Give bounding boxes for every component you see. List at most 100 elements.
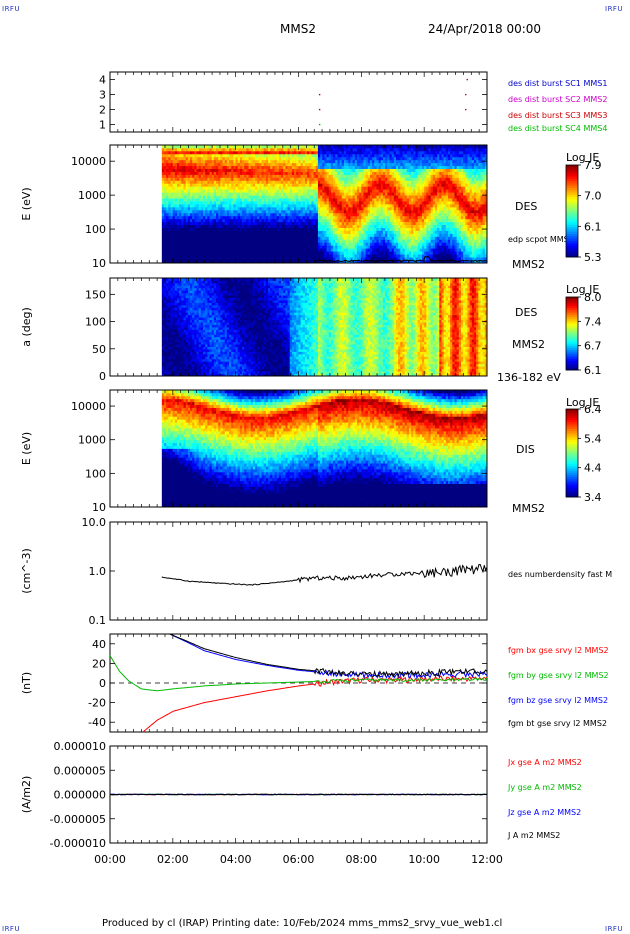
- spectrogram-cell: [205, 156, 208, 161]
- spectrogram-cell: [209, 224, 213, 228]
- spectrogram-cell: [187, 171, 191, 175]
- spectrogram-cell: [187, 257, 191, 261]
- spectrogram-cell: [174, 192, 178, 196]
- spectrogram-cell: [170, 260, 174, 264]
- spectrogram-cell: [166, 183, 169, 187]
- spectrogram-cell: [207, 227, 210, 231]
- spectrogram-cell: [196, 186, 200, 190]
- spectrogram-cell: [172, 260, 176, 264]
- panel5-series-label: des numberdensity fast M: [508, 570, 613, 579]
- spectrogram-cell: [174, 168, 178, 172]
- spectrogram-cell: [174, 150, 178, 155]
- spectrogram-cell: [174, 257, 178, 261]
- spectrogram-cell: [183, 192, 187, 196]
- spectrogram-cell: [196, 198, 200, 202]
- spectrogram-cell: [198, 201, 202, 205]
- spectrogram-cell: [174, 215, 178, 220]
- spectrogram-cell: [207, 260, 210, 264]
- spectrogram-cell: [200, 254, 204, 258]
- spectrogram-cell: [209, 209, 213, 214]
- spectrogram-cell: [177, 242, 180, 246]
- spectrogram-cell: [177, 239, 180, 243]
- spectrogram-cell: [177, 230, 180, 234]
- spectrogram-cell: [209, 153, 213, 158]
- spectrogram-cell: [181, 162, 184, 167]
- spectrogram-cell: [194, 248, 197, 252]
- spectrogram-cell: [203, 227, 206, 231]
- spectrogram-cell: [174, 218, 178, 223]
- spectrogram-cell: [185, 198, 189, 202]
- spectrogram-cell: [185, 230, 189, 234]
- spectrogram-cell: [174, 177, 178, 181]
- spectrogram-cell: [196, 153, 200, 158]
- spectrogram-cell: [200, 145, 204, 149]
- spectrogram-cell: [203, 242, 206, 246]
- spectrogram-cell: [211, 156, 215, 161]
- spectrogram-cell: [203, 150, 206, 155]
- spectrogram-cell: [205, 245, 208, 249]
- spectrogram-cell: [200, 204, 204, 208]
- spectrogram-cell: [170, 174, 174, 178]
- spectrogram-cell: [181, 171, 184, 175]
- spectrogram-cell: [209, 189, 213, 193]
- spectrogram-cell: [198, 230, 202, 234]
- spectrogram-cell: [196, 212, 200, 217]
- spectrogram-cell: [198, 186, 202, 190]
- spectrogram-cell: [200, 248, 204, 252]
- spectrogram-cell: [183, 156, 187, 161]
- spectrogram-cell: [179, 177, 182, 181]
- legend-panel1-sc2: des dist burst SC2 MMS2: [508, 95, 608, 104]
- spectrogram-cell: [172, 192, 176, 196]
- spectrogram-cell: [194, 257, 197, 261]
- spectrogram-cell: [183, 162, 187, 167]
- spectrogram-cell: [177, 192, 180, 196]
- spectrogram-cell: [166, 180, 169, 184]
- spectrogram-cell: [192, 245, 195, 249]
- spectrogram-cell: [194, 204, 197, 208]
- spectrogram-cell: [183, 224, 187, 228]
- spectrogram-cell: [200, 174, 204, 178]
- spectrogram-cell: [166, 254, 169, 258]
- spectrogram-cell: [174, 147, 178, 152]
- spectrogram-cell: [209, 248, 213, 252]
- spectrogram-cell: [187, 218, 191, 223]
- spectrogram-cell: [168, 248, 171, 252]
- spectrogram-cell: [194, 254, 197, 258]
- spectrogram-cell: [183, 227, 187, 231]
- spectrogram-cell: [200, 257, 204, 261]
- spectrogram-cell: [179, 183, 182, 187]
- spectrogram-cell: [192, 153, 195, 158]
- spectrogram-cell: [179, 215, 182, 220]
- spectrogram-cell: [192, 204, 195, 208]
- spectrogram-cell: [172, 242, 176, 246]
- panel2-overlay-label: edp scpot MMS2: [508, 235, 574, 244]
- spectrogram-cell: [172, 245, 176, 249]
- spectrogram-cell: [205, 233, 208, 237]
- spectrogram-cell: [190, 147, 193, 152]
- spectrogram-cell: [174, 227, 178, 231]
- spectrogram-cell: [196, 180, 200, 184]
- spectrogram-cell: [181, 198, 184, 202]
- spectrogram-cell: [161, 186, 165, 190]
- spectrogram-cell: [192, 218, 195, 223]
- spectrogram-cell: [211, 221, 215, 226]
- spectrogram-cell: [190, 233, 193, 237]
- spectrogram-cell: [185, 171, 189, 175]
- panel2-instrument-label: DES: [515, 200, 538, 213]
- spectrogram-cell: [205, 218, 208, 223]
- spectrogram-cell: [183, 248, 187, 252]
- spectrogram-cell: [177, 218, 180, 223]
- spectrogram-cell: [209, 227, 213, 231]
- spectrogram-cell: [164, 171, 167, 175]
- spectrogram-cell: [174, 236, 178, 240]
- spectrogram-cell: [187, 162, 191, 167]
- spectrogram-cell: [170, 233, 174, 237]
- spectrogram-cell: [187, 254, 191, 258]
- spectrogram-cell: [205, 198, 208, 202]
- spectrogram-cell: [179, 192, 182, 196]
- spectrogram-cell: [179, 239, 182, 243]
- corner-label-bottom-right: IRFU: [605, 925, 624, 933]
- spectrogram-cell: [187, 215, 191, 220]
- spectrogram-cell: [177, 162, 180, 167]
- spectrogram-cell: [179, 147, 182, 152]
